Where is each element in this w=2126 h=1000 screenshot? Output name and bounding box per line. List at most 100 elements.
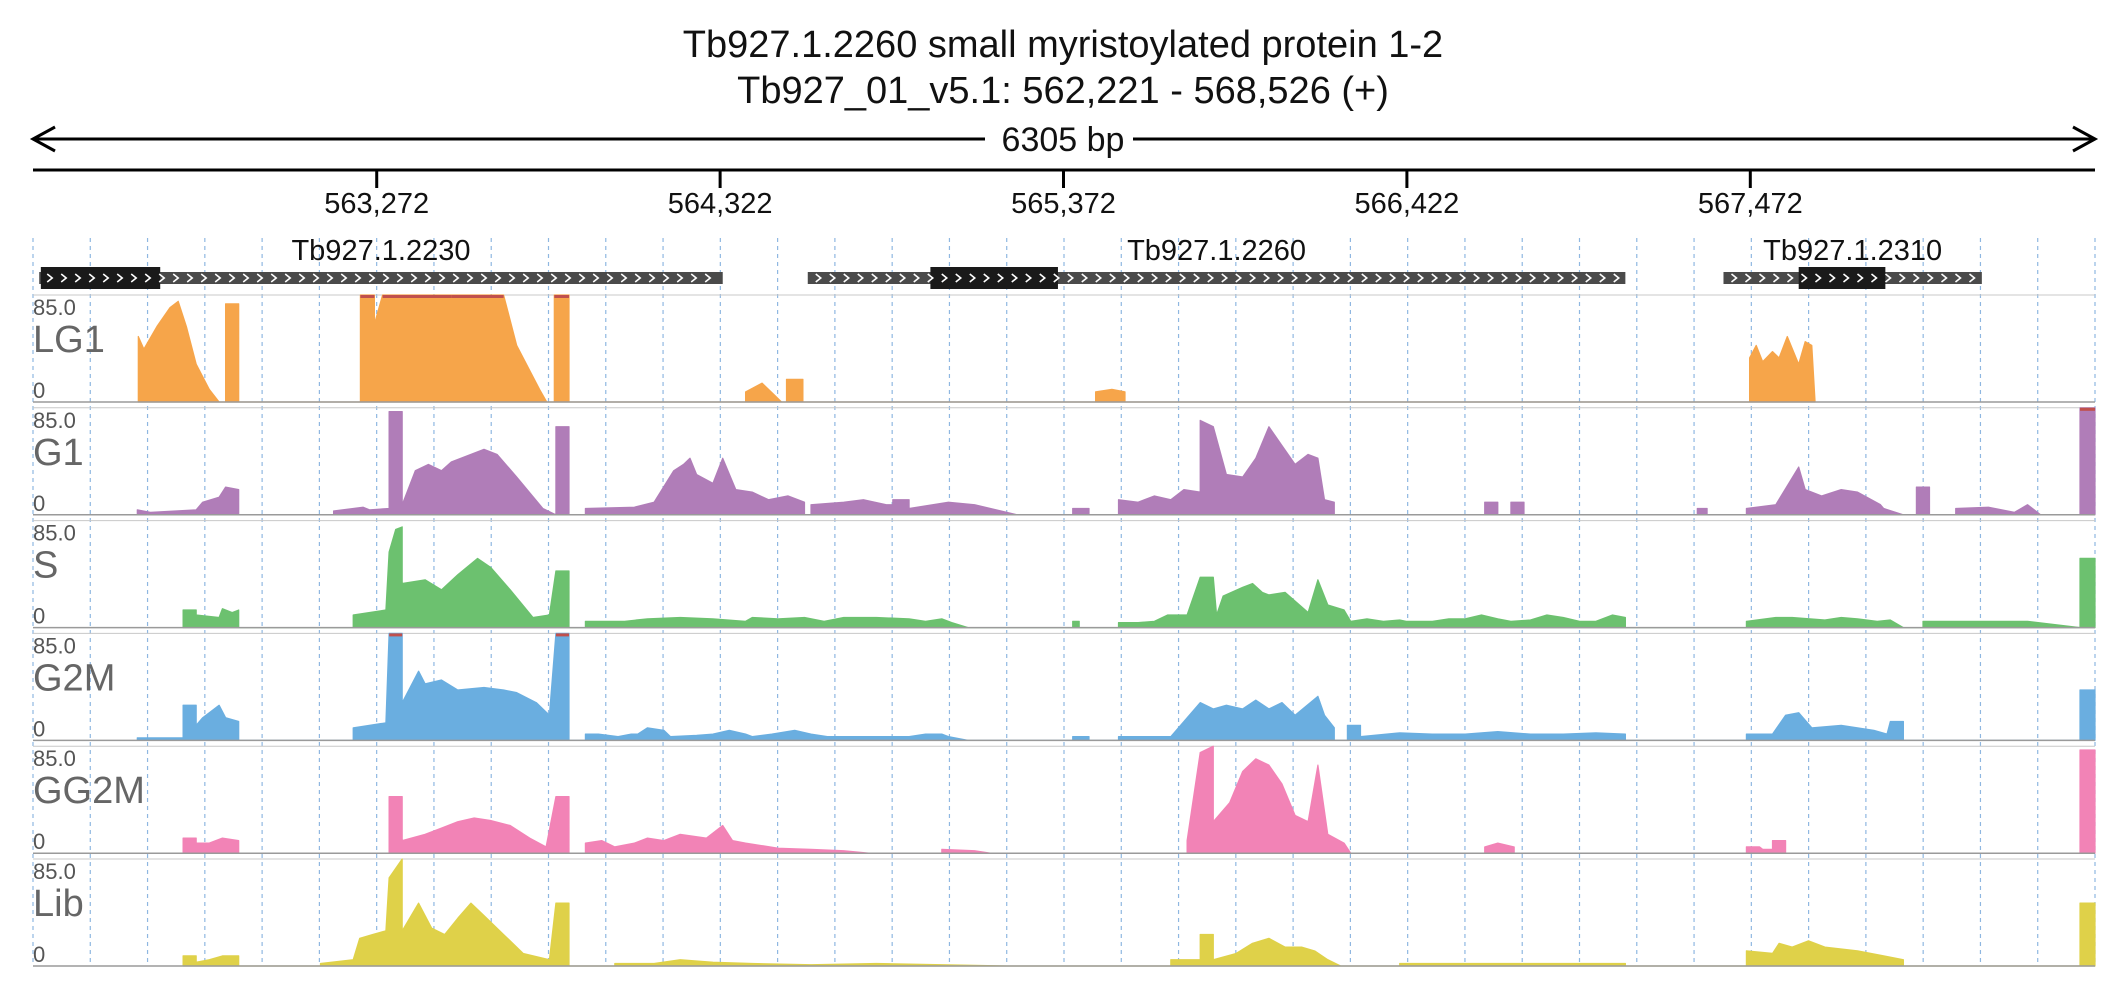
strand-chevron-icon <box>899 273 907 283</box>
track-max-label: 85.0 <box>33 746 76 771</box>
strand-chevron-icon <box>74 273 82 283</box>
strand-chevron-icon <box>969 273 977 283</box>
strand-chevron-icon <box>130 273 138 283</box>
strand-chevron-icon <box>1758 273 1766 283</box>
strand-chevron-icon <box>1151 273 1159 283</box>
strand-chevron-icon <box>1431 273 1439 283</box>
strand-chevron-icon <box>312 273 320 283</box>
coverage-area <box>137 294 1816 403</box>
strand-chevron-icon <box>270 273 278 283</box>
track-name: G2M <box>33 657 115 699</box>
strand-chevron-icon <box>1571 273 1579 283</box>
strand-chevron-icon <box>592 273 600 283</box>
strand-chevron-icon <box>326 273 334 283</box>
strand-chevron-icon <box>424 273 432 283</box>
strand-chevron-icon <box>1291 273 1299 283</box>
gene-label: Tb927.1.2260 <box>1127 235 1306 267</box>
axis-tick-label: 567,472 <box>1698 188 1803 220</box>
strand-chevron-icon <box>186 273 194 283</box>
strand-chevron-icon <box>1123 273 1131 283</box>
strand-chevron-icon <box>1389 273 1397 283</box>
strand-chevron-icon <box>1842 273 1850 283</box>
strand-chevron-icon <box>1856 273 1864 283</box>
strand-chevron-icon <box>1221 273 1229 283</box>
strand-chevron-icon <box>564 273 572 283</box>
strand-chevron-icon <box>536 273 544 283</box>
coverage-area <box>136 632 2096 741</box>
gene-Tb927.1.2260 <box>807 267 1626 289</box>
strand-chevron-icon <box>1039 273 1047 283</box>
strand-chevron-icon <box>1529 273 1537 283</box>
strand-chevron-icon <box>1179 273 1187 283</box>
axis-tick-label: 565,372 <box>1011 188 1116 220</box>
strand-chevron-icon <box>1361 273 1369 283</box>
strand-chevron-icon <box>1926 273 1934 283</box>
track-min-label: 0 <box>33 491 45 516</box>
strand-chevron-icon <box>550 273 558 283</box>
strand-chevron-icon <box>1912 273 1920 283</box>
track-name: GG2M <box>33 770 145 812</box>
strand-chevron-icon <box>410 273 418 283</box>
strand-chevron-icon <box>1165 273 1173 283</box>
strand-chevron-icon <box>1375 273 1383 283</box>
strand-chevron-icon <box>1235 273 1243 283</box>
strand-chevron-icon <box>298 273 306 283</box>
track-max-label: 85.0 <box>33 295 76 320</box>
strand-chevron-icon <box>466 273 474 283</box>
strand-chevron-icon <box>438 273 446 283</box>
strand-chevron-icon <box>1403 273 1411 283</box>
strand-chevron-icon <box>606 273 614 283</box>
strand-chevron-icon <box>815 273 823 283</box>
strand-chevron-icon <box>60 273 68 283</box>
strand-chevron-icon <box>913 273 921 283</box>
strand-chevron-icon <box>1445 273 1453 283</box>
coverage-area <box>182 526 2096 629</box>
strand-chevron-icon <box>1207 273 1215 283</box>
axis-tick-label: 566,422 <box>1354 188 1459 220</box>
strand-chevron-icon <box>1417 273 1425 283</box>
strand-chevron-icon <box>871 273 879 283</box>
strand-chevron-icon <box>829 273 837 283</box>
gene-cds-box <box>1798 267 1886 289</box>
strand-chevron-icon <box>1744 273 1752 283</box>
gene-label: Tb927.1.2230 <box>291 235 470 267</box>
strand-chevron-icon <box>1814 273 1822 283</box>
track-S: 85.0S 0 <box>33 520 2096 629</box>
track-name: Lib <box>33 883 84 925</box>
strand-chevron-icon <box>1954 273 1962 283</box>
strand-chevron-icon <box>46 273 54 283</box>
strand-chevron-icon <box>690 273 698 283</box>
strand-chevron-icon <box>494 273 502 283</box>
strand-chevron-icon <box>1473 273 1481 283</box>
strand-chevron-icon <box>1095 273 1103 283</box>
strand-chevron-icon <box>997 273 1005 283</box>
strand-chevron-icon <box>1319 273 1327 283</box>
coverage-area <box>136 407 2096 516</box>
strand-chevron-icon <box>284 273 292 283</box>
strand-chevron-icon <box>1800 273 1808 283</box>
strand-chevron-icon <box>340 273 348 283</box>
strand-chevron-icon <box>172 273 180 283</box>
track-min-label: 0 <box>33 378 45 403</box>
strand-chevron-icon <box>158 273 166 283</box>
strand-chevron-icon <box>1599 273 1607 283</box>
strand-chevron-icon <box>1898 273 1906 283</box>
span-label-bg <box>985 120 1133 158</box>
strand-chevron-icon <box>634 273 642 283</box>
strand-chevron-icon <box>857 273 865 283</box>
track-min-label: 0 <box>33 604 45 629</box>
strand-chevron-icon <box>354 273 362 283</box>
strand-chevron-icon <box>941 273 949 283</box>
strand-chevron-icon <box>1025 273 1033 283</box>
strand-chevron-icon <box>1305 273 1313 283</box>
arrow-right-icon <box>2072 125 2099 153</box>
strand-chevron-icon <box>1828 273 1836 283</box>
track-max-label: 85.0 <box>33 521 76 546</box>
strand-chevron-icon <box>955 273 963 283</box>
gene-cds-box <box>930 267 1058 289</box>
strand-chevron-icon <box>885 273 893 283</box>
